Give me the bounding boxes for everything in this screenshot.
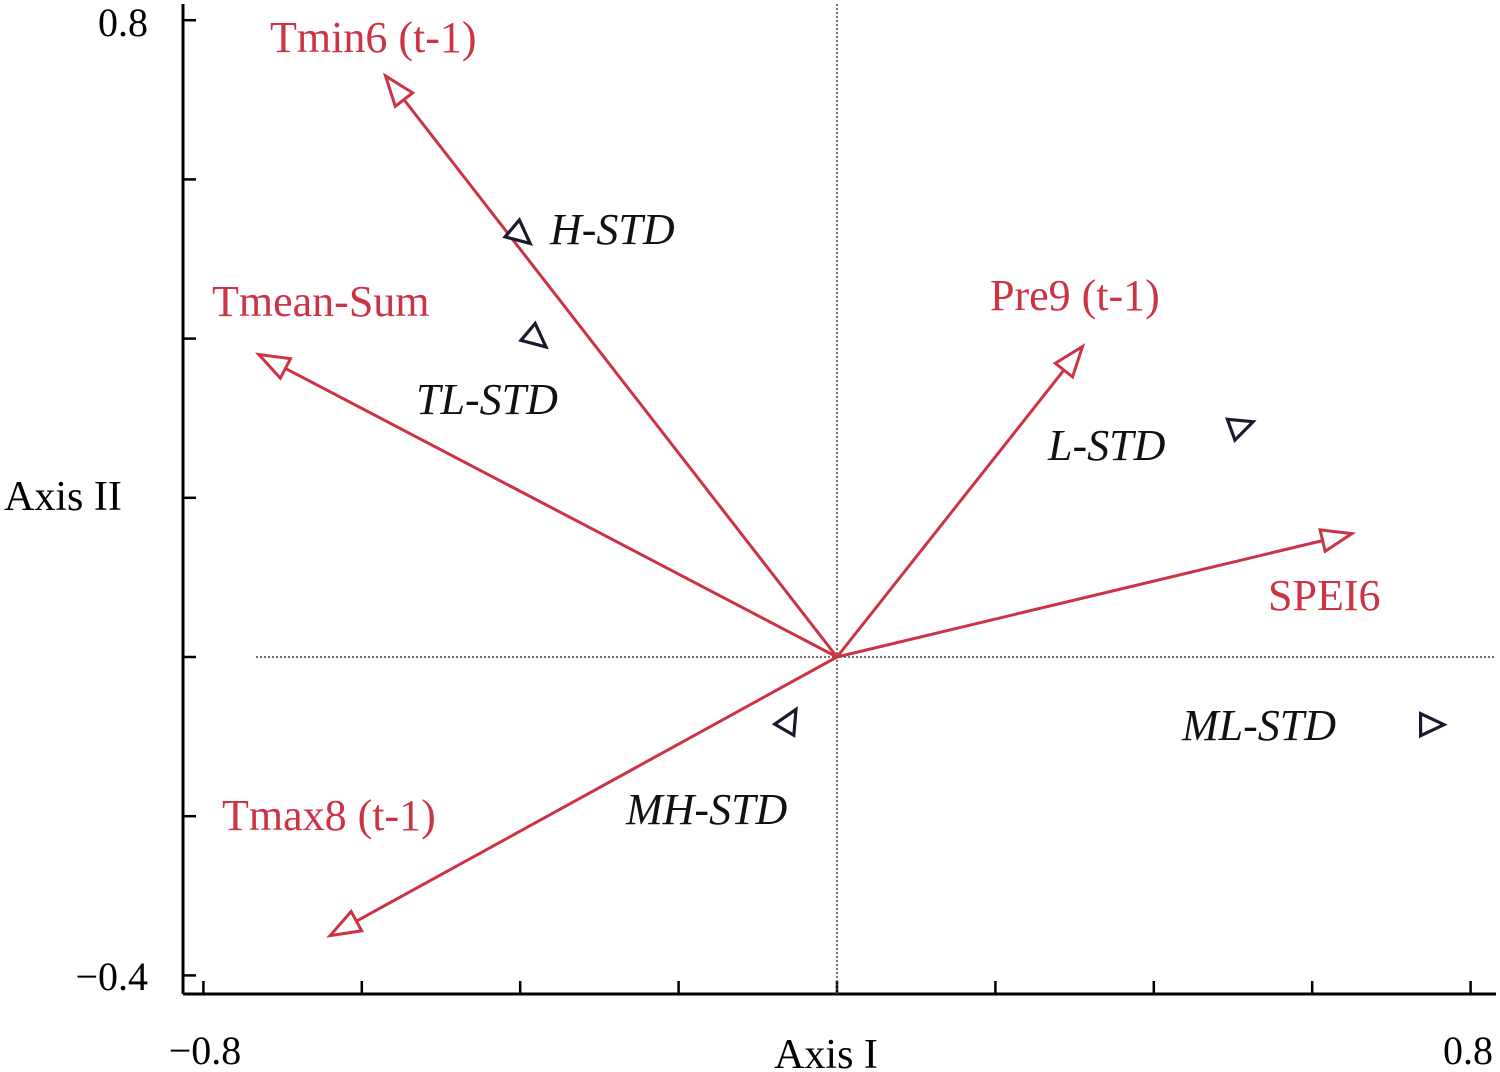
triangle-marker <box>1419 711 1448 739</box>
vector-label: Tmin6 (t-1) <box>270 13 477 62</box>
reference-lines <box>256 4 1494 994</box>
point-label: TL-STD <box>416 375 558 424</box>
y-axis-title: Axis II <box>4 474 122 520</box>
axis-ticks <box>183 18 1472 994</box>
triangle-marker <box>502 217 534 246</box>
vector-arrowhead <box>1052 343 1086 380</box>
point-marker <box>1419 711 1448 739</box>
point-label: L-STD <box>1047 421 1166 470</box>
vector-layer: Tmin6 (t-1) Tmean-Sum Pre9 (t-1) SPEI6 Tmax8… <box>212 13 1380 938</box>
x-axis-title: Axis I <box>774 1032 878 1072</box>
vector-arrowhead <box>254 352 293 381</box>
vector-label: Tmean-Sum <box>212 277 430 326</box>
vector-arrow-line <box>835 369 1066 658</box>
point-marker <box>518 320 549 350</box>
y-tick-label-top: 0.8 <box>98 0 148 45</box>
x-tick-label-left: −0.8 <box>169 1028 242 1072</box>
point-marker <box>1225 417 1257 444</box>
triangle-marker <box>771 706 798 738</box>
vector-arrow-line <box>402 98 839 658</box>
point-label: ML-STD <box>1181 701 1336 750</box>
vector-arrowhead <box>326 908 365 938</box>
triangle-marker <box>1225 417 1257 444</box>
vector-arrow-line <box>355 655 838 923</box>
triangle-marker <box>518 320 549 350</box>
vector-label: Tmax8 (t-1) <box>222 791 436 840</box>
point-label: H-STD <box>549 205 675 254</box>
vector-label: SPEI6 <box>1268 571 1380 620</box>
point-marker <box>771 706 798 738</box>
point-marker <box>502 217 534 246</box>
x-tick-label-right: 0.8 <box>1443 1028 1493 1072</box>
vector-arrowhead <box>382 72 416 109</box>
vector-arrowhead <box>1318 528 1357 554</box>
point-layer: H-STD TL-STD L-STD ML-STD MH-STD <box>416 205 1448 834</box>
y-tick-label-bottom: −0.4 <box>75 954 148 999</box>
vector-arrow-line <box>836 539 1323 659</box>
vector-arrow-line <box>284 367 838 659</box>
point-label: MH-STD <box>625 785 788 834</box>
vector-label: Pre9 (t-1) <box>990 271 1160 320</box>
